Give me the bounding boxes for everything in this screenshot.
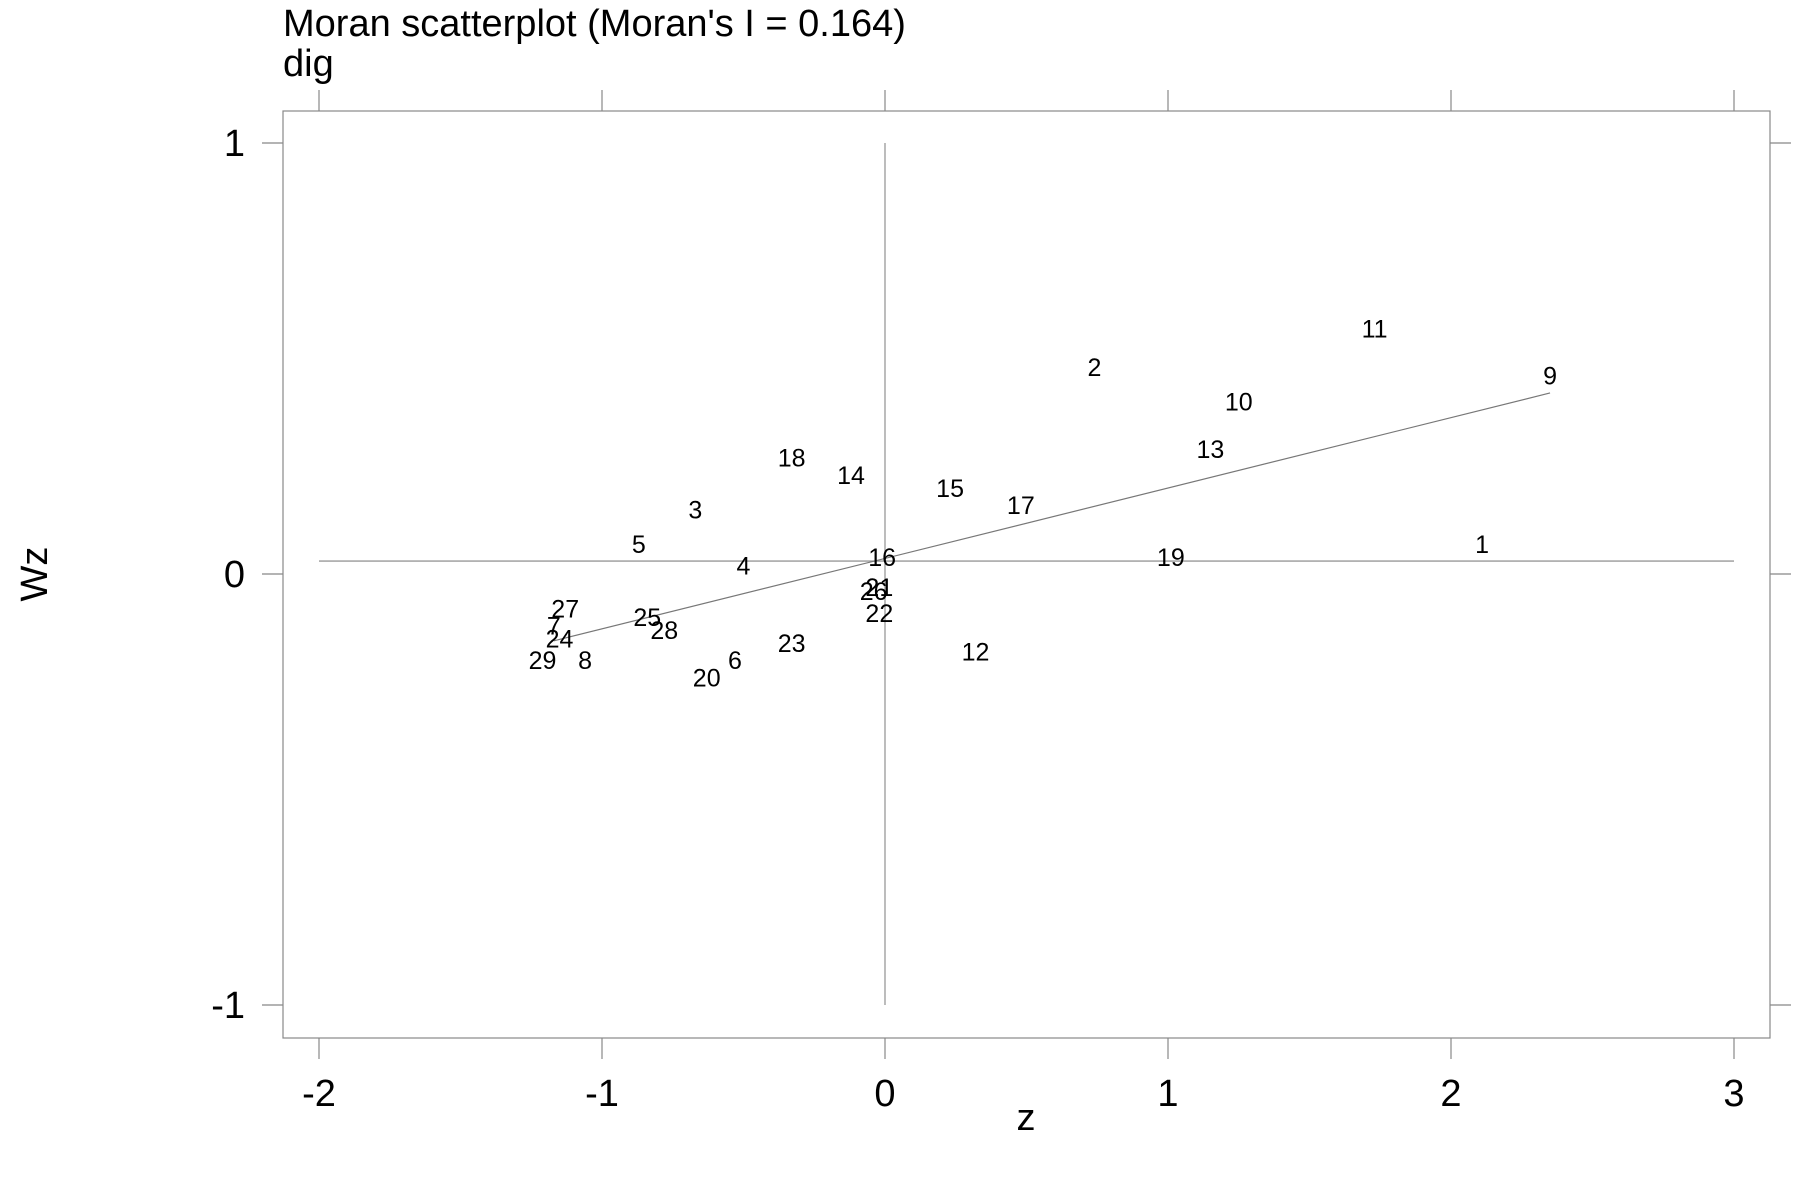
- point-label-12: 12: [962, 639, 990, 667]
- point-label-13: 13: [1197, 436, 1225, 464]
- point-label-24: 24: [546, 626, 574, 654]
- point-label-6: 6: [728, 647, 742, 675]
- point-label-20: 20: [693, 664, 721, 692]
- y-tick-label: -1: [211, 985, 245, 1027]
- x-axis-label: z: [1017, 1097, 1036, 1139]
- x-tick-label: 0: [874, 1073, 895, 1115]
- point-label-25: 25: [633, 604, 661, 632]
- y-axis-label: Wz: [14, 547, 56, 602]
- point-label-18: 18: [778, 445, 806, 473]
- point-label-17: 17: [1007, 492, 1035, 520]
- point-label-2: 2: [1087, 354, 1101, 382]
- point-label-15: 15: [936, 475, 964, 503]
- point-label-5: 5: [632, 531, 646, 559]
- point-label-14: 14: [837, 462, 865, 490]
- point-label-16: 16: [868, 544, 896, 572]
- x-tick-label: 3: [1723, 1073, 1744, 1115]
- chart-title: Moran scatterplot (Moran's I = 0.164): [283, 3, 906, 45]
- x-tick-label: -2: [302, 1073, 336, 1115]
- point-label-10: 10: [1225, 389, 1253, 417]
- point-label-4: 4: [737, 552, 751, 580]
- point-label-11: 11: [1362, 315, 1388, 343]
- y-tick-label: 1: [224, 123, 245, 165]
- point-label-19: 19: [1157, 544, 1185, 572]
- x-tick-label: 1: [1157, 1073, 1178, 1115]
- y-tick-label: 0: [224, 554, 245, 596]
- point-label-26: 26: [860, 578, 888, 606]
- chart-subtitle: dig: [283, 43, 334, 85]
- point-label-21: 21: [865, 574, 893, 602]
- x-tick-label: 2: [1440, 1073, 1461, 1115]
- plot-frame: [282, 110, 1771, 1039]
- x-tick-label: -1: [585, 1073, 619, 1115]
- point-label-9: 9: [1543, 363, 1557, 391]
- regression-line: [553, 392, 1551, 642]
- point-label-23: 23: [778, 630, 806, 658]
- point-label-7: 7: [547, 613, 561, 641]
- point-label-1: 1: [1475, 531, 1489, 559]
- x-axis-ticks: -2 -1 0 1 2 3: [302, 90, 1745, 1115]
- y-axis-ticks: -1 0 1: [211, 123, 1791, 1027]
- point-label-22: 22: [865, 600, 893, 628]
- point-label-29: 29: [529, 647, 557, 675]
- point-label-27: 27: [551, 595, 579, 623]
- point-label-28: 28: [650, 617, 678, 645]
- point-label-8: 8: [578, 647, 592, 675]
- point-label-3: 3: [688, 496, 702, 524]
